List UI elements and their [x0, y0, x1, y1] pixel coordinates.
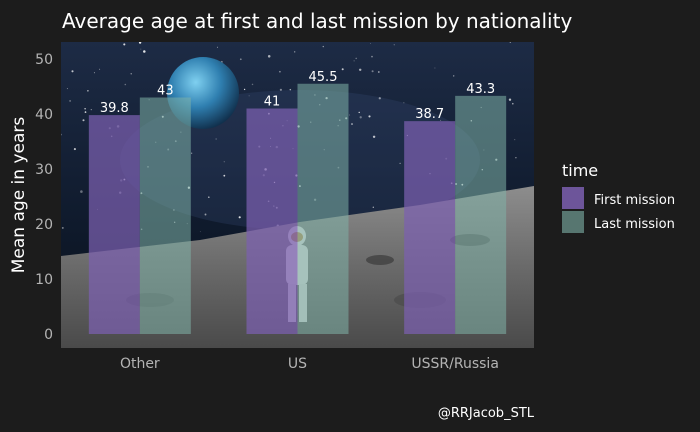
x-axis: Other US USSR/Russia [120, 356, 499, 372]
bar-us-first-mission [246, 108, 298, 334]
caption: @RRJacob_STL [438, 406, 535, 421]
legend-label-last-mission: Last mission [594, 217, 675, 232]
bars-layer [88, 83, 507, 335]
y-axis: 0 10 20 30 40 50 [35, 52, 53, 343]
bar-label-other-last-mission: 43 [157, 84, 174, 99]
bar-labels-layer: 39.8 43 41 45.5 38.7 43.3 [100, 70, 495, 122]
bar-label-us-last-mission: 45.5 [309, 70, 338, 85]
bar-label-ussr-russia-first-mission: 38.7 [415, 107, 444, 122]
y-tick-label: 30 [35, 162, 53, 178]
y-tick-label: 40 [35, 107, 53, 123]
y-axis-title: Mean age in years [9, 117, 29, 274]
bar-label-other-first-mission: 39.8 [100, 101, 129, 116]
x-tick-label: Other [120, 356, 160, 372]
bar-us-last-mission [297, 83, 349, 334]
bar-other-last-mission [139, 97, 191, 334]
bar-ussr-russia-last-mission [455, 95, 507, 334]
y-tick-label: 20 [35, 217, 53, 233]
x-tick-label: US [288, 356, 307, 372]
bar-other-first-mission [88, 115, 140, 334]
bar-label-us-first-mission: 41 [264, 95, 281, 110]
legend-title: time [562, 161, 598, 180]
legend: time First mission Last mission [562, 161, 675, 233]
bar-ussr-russia-first-mission [404, 121, 456, 335]
y-tick-label: 0 [44, 327, 53, 343]
y-tick-label: 10 [35, 272, 53, 288]
legend-label-first-mission: First mission [594, 193, 675, 208]
legend-swatch-first-mission [562, 187, 584, 209]
legend-swatch-last-mission [562, 211, 584, 233]
chart-title: Average age at first and last mission by… [62, 9, 572, 33]
y-tick-label: 50 [35, 52, 53, 68]
bar-label-ussr-russia-last-mission: 43.3 [466, 82, 495, 97]
x-tick-label: USSR/Russia [411, 356, 499, 372]
